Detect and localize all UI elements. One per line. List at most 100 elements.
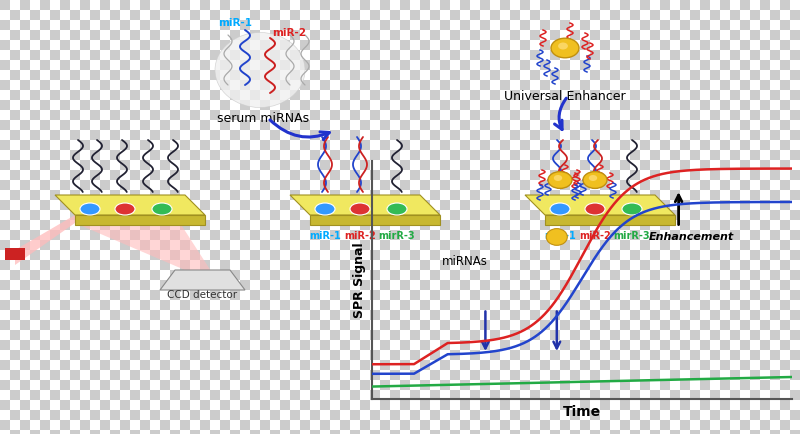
Bar bbox=[250, 20, 260, 30]
Bar bbox=[160, 290, 170, 300]
Bar bbox=[720, 190, 730, 200]
Bar bbox=[390, 240, 400, 250]
Bar bbox=[470, 370, 480, 380]
Bar bbox=[340, 250, 350, 260]
Bar bbox=[790, 260, 800, 270]
Bar bbox=[150, 80, 160, 90]
Bar bbox=[230, 410, 240, 420]
Bar bbox=[420, 180, 430, 190]
Bar bbox=[150, 0, 160, 10]
Bar bbox=[660, 150, 670, 160]
Bar bbox=[130, 150, 140, 160]
Bar bbox=[720, 90, 730, 100]
Polygon shape bbox=[75, 215, 205, 225]
Bar bbox=[430, 50, 440, 60]
Bar bbox=[80, 180, 90, 190]
Bar bbox=[650, 50, 660, 60]
Bar bbox=[280, 140, 290, 150]
Bar bbox=[180, 200, 190, 210]
Bar bbox=[180, 190, 190, 200]
Bar bbox=[60, 280, 70, 290]
Bar bbox=[370, 430, 380, 434]
Bar bbox=[160, 370, 170, 380]
Bar bbox=[450, 100, 460, 110]
Bar bbox=[760, 400, 770, 410]
Bar bbox=[530, 220, 540, 230]
Bar bbox=[160, 20, 170, 30]
Bar bbox=[630, 340, 640, 350]
Bar bbox=[210, 160, 220, 170]
Bar bbox=[200, 120, 210, 130]
Bar bbox=[140, 0, 150, 10]
Bar bbox=[640, 220, 650, 230]
Bar bbox=[190, 410, 200, 420]
Bar bbox=[140, 120, 150, 130]
Bar bbox=[650, 430, 660, 434]
Bar bbox=[70, 330, 80, 340]
Bar bbox=[410, 50, 420, 60]
Bar bbox=[480, 40, 490, 50]
Bar bbox=[540, 300, 550, 310]
Bar bbox=[540, 320, 550, 330]
Bar bbox=[150, 30, 160, 40]
Bar bbox=[670, 430, 680, 434]
Bar bbox=[80, 340, 90, 350]
Bar bbox=[440, 290, 450, 300]
Bar bbox=[460, 300, 470, 310]
Bar bbox=[580, 0, 590, 10]
Bar bbox=[250, 160, 260, 170]
Bar bbox=[400, 10, 410, 20]
Bar bbox=[540, 200, 550, 210]
Bar bbox=[260, 220, 270, 230]
Bar bbox=[350, 70, 360, 80]
Bar bbox=[730, 210, 740, 220]
Bar bbox=[330, 230, 340, 240]
Bar bbox=[710, 210, 720, 220]
Bar bbox=[550, 320, 560, 330]
Bar bbox=[590, 130, 600, 140]
Bar bbox=[570, 200, 580, 210]
Bar bbox=[340, 270, 350, 280]
Bar bbox=[70, 280, 80, 290]
Bar bbox=[660, 60, 670, 70]
Bar bbox=[30, 260, 40, 270]
Bar bbox=[510, 430, 520, 434]
Bar bbox=[300, 330, 310, 340]
Bar bbox=[40, 410, 50, 420]
Bar bbox=[270, 140, 280, 150]
Bar bbox=[120, 170, 130, 180]
Bar bbox=[310, 390, 320, 400]
Bar bbox=[530, 380, 540, 390]
Bar bbox=[450, 10, 460, 20]
Bar bbox=[420, 340, 430, 350]
Bar bbox=[590, 400, 600, 410]
Bar bbox=[40, 260, 50, 270]
Bar bbox=[170, 70, 180, 80]
Bar bbox=[280, 420, 290, 430]
Bar bbox=[540, 310, 550, 320]
Bar bbox=[80, 260, 90, 270]
Bar bbox=[790, 140, 800, 150]
Bar bbox=[320, 320, 330, 330]
Bar bbox=[160, 120, 170, 130]
Bar bbox=[530, 80, 540, 90]
Bar bbox=[210, 340, 220, 350]
Bar bbox=[670, 400, 680, 410]
Bar bbox=[720, 370, 730, 380]
Bar bbox=[230, 100, 240, 110]
Bar bbox=[540, 240, 550, 250]
Bar bbox=[430, 90, 440, 100]
Bar bbox=[100, 200, 110, 210]
Bar bbox=[60, 250, 70, 260]
Bar bbox=[260, 80, 270, 90]
Bar bbox=[580, 340, 590, 350]
Bar bbox=[240, 330, 250, 340]
Bar bbox=[10, 40, 20, 50]
Bar bbox=[400, 60, 410, 70]
Bar bbox=[330, 70, 340, 80]
Bar bbox=[480, 140, 490, 150]
Bar bbox=[390, 90, 400, 100]
Bar bbox=[260, 120, 270, 130]
Bar bbox=[700, 50, 710, 60]
Bar bbox=[630, 420, 640, 430]
